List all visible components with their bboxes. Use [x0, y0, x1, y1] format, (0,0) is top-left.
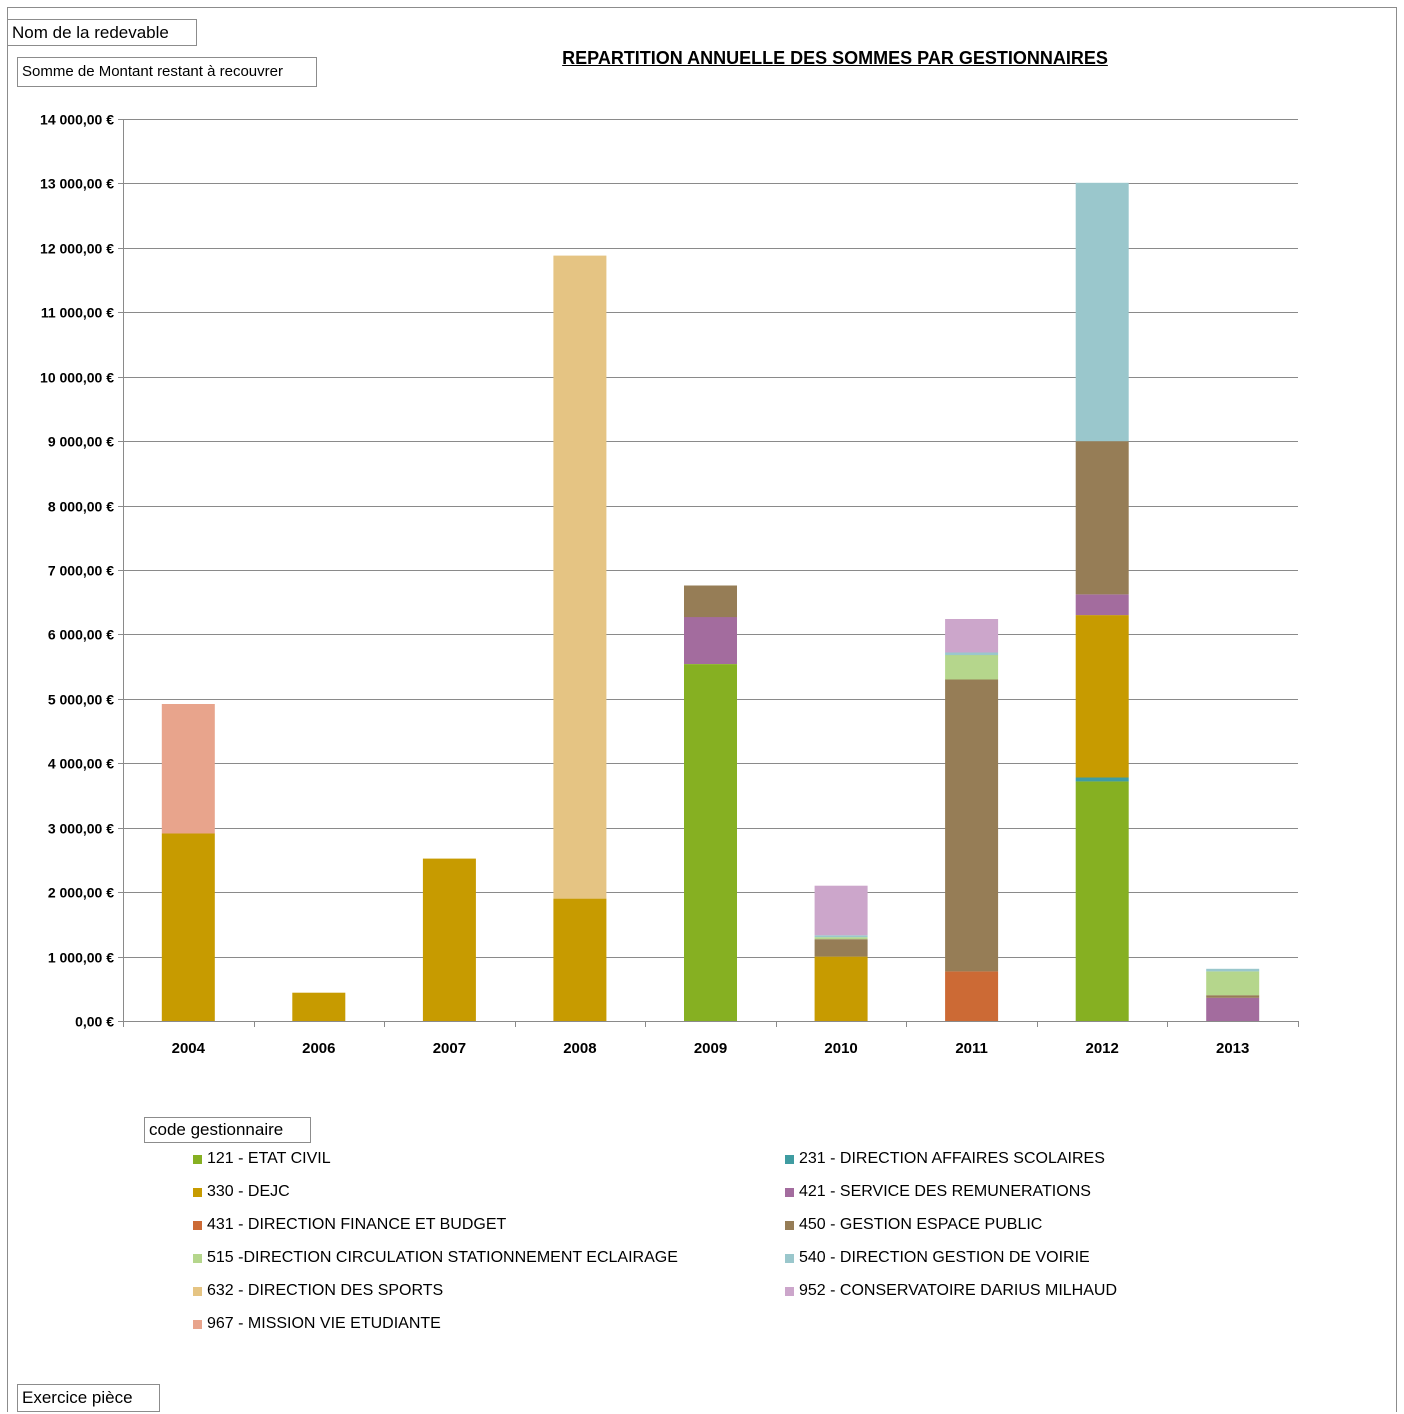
- x-tick-label: 2006: [302, 1040, 335, 1057]
- y-tick-label: 1 000,00 €: [48, 950, 114, 966]
- legend-swatch: [785, 1220, 794, 1230]
- legend-label: 421 - SERVICE DES REMUNERATIONS: [799, 1183, 1091, 1200]
- legend-item: 421 - SERVICE DES REMUNERATIONS: [785, 1181, 1091, 1203]
- legend-swatch: [193, 1319, 202, 1329]
- y-tick-label: 5 000,00 €: [48, 692, 114, 708]
- bar-segment: [1075, 441, 1129, 595]
- legend-label: 540 - DIRECTION GESTION DE VOIRIE: [799, 1249, 1090, 1266]
- legend-label: 967 - MISSION VIE ETUDIANTE: [207, 1315, 441, 1332]
- y-tick-label: 13 000,00 €: [40, 176, 114, 192]
- y-tick-label: 14 000,00 €: [40, 112, 114, 128]
- legend-swatch: [785, 1154, 794, 1164]
- y-tick-label: 0,00 €: [75, 1014, 114, 1030]
- y-tick-label: 9 000,00 €: [48, 434, 114, 450]
- bar-segment: [1206, 968, 1260, 972]
- legend-item: 121 - ETAT CIVIL: [193, 1148, 331, 1170]
- axis-field-button[interactable]: Exercice pièce: [17, 1384, 160, 1412]
- y-tick-label: 2 000,00 €: [48, 885, 114, 901]
- legend-label: 231 - DIRECTION AFFAIRES SCOLAIRES: [799, 1150, 1105, 1167]
- legend-label: 515 -DIRECTION CIRCULATION STATIONNEMENT…: [207, 1249, 678, 1266]
- legend-item: 515 -DIRECTION CIRCULATION STATIONNEMENT…: [193, 1247, 678, 1269]
- x-tick-label: 2010: [824, 1040, 857, 1057]
- bar-segment: [1075, 182, 1129, 442]
- x-tick-label: 2011: [955, 1040, 988, 1057]
- bar-segment: [945, 679, 999, 972]
- bar-segment: [814, 956, 868, 1021]
- y-tick-label: 4 000,00 €: [48, 756, 114, 772]
- bar-segment: [161, 704, 215, 834]
- bar-segment: [814, 937, 868, 940]
- x-tick-label: 2008: [563, 1040, 596, 1057]
- bar-segment: [1075, 781, 1129, 1021]
- bars: [161, 182, 1260, 1021]
- bar-segment: [945, 619, 999, 653]
- legend-swatch: [193, 1253, 202, 1263]
- row-filter-field-button[interactable]: Nom de la redevable: [7, 19, 197, 46]
- x-tick-label: 2012: [1086, 1040, 1119, 1057]
- y-tick-label: 8 000,00 €: [48, 499, 114, 515]
- x-tick-label: 2009: [694, 1040, 727, 1057]
- bar-segment: [814, 885, 868, 936]
- axes: 0,00 € 1 000,00 € 2 000,00 € 3 000,00 € 4 00…: [40, 112, 1299, 1057]
- legend-swatch: [193, 1154, 202, 1164]
- bar-segment: [684, 664, 737, 1021]
- bar-segment: [1206, 997, 1260, 1021]
- bar-segment: [945, 655, 999, 680]
- legend-swatch: [193, 1220, 202, 1230]
- bar-segment: [1206, 995, 1260, 998]
- x-tick-label: 2013: [1216, 1040, 1249, 1057]
- legend-item: 330 - DEJC: [193, 1181, 290, 1203]
- bar-segment: [945, 652, 999, 656]
- legend-item: 231 - DIRECTION AFFAIRES SCOLAIRES: [785, 1148, 1105, 1170]
- bar-segment: [422, 858, 476, 1021]
- bar-segment: [1206, 971, 1260, 996]
- x-tick-label: 2007: [433, 1040, 466, 1057]
- legend-swatch: [785, 1187, 794, 1197]
- legend-swatch: [785, 1286, 794, 1296]
- y-tick-label: 3 000,00 €: [48, 821, 114, 837]
- legend-item: 967 - MISSION VIE ETUDIANTE: [193, 1313, 441, 1335]
- bar-segment: [553, 898, 607, 1021]
- bar-segment: [553, 255, 607, 899]
- legend-item: 952 - CONSERVATOIRE DARIUS MILHAUD: [785, 1280, 1117, 1302]
- bar-segment: [161, 833, 215, 1021]
- legend-label: 121 - ETAT CIVIL: [207, 1150, 331, 1167]
- legend-label: 330 - DEJC: [207, 1183, 290, 1200]
- legend-item: 450 - GESTION ESPACE PUBLIC: [785, 1214, 1042, 1236]
- bar-segment: [1075, 777, 1129, 782]
- legend-item: 632 - DIRECTION DES SPORTS: [193, 1280, 443, 1302]
- y-tick-label: 7 000,00 €: [48, 563, 114, 579]
- bar-segment: [814, 939, 868, 957]
- bar-segment: [1075, 615, 1129, 778]
- y-tick-label: 6 000,00 €: [48, 627, 114, 643]
- legend-label: 952 - CONSERVATOIRE DARIUS MILHAUD: [799, 1282, 1117, 1299]
- legend-field-button[interactable]: code gestionnaire: [144, 1117, 311, 1143]
- legend-item: 431 - DIRECTION FINANCE ET BUDGET: [193, 1214, 506, 1236]
- legend-swatch: [785, 1253, 794, 1263]
- bar-segment: [814, 935, 868, 938]
- bar-segment: [1075, 594, 1129, 616]
- y-tick-label: 11 000,00 €: [41, 305, 114, 321]
- y-tick-label: 10 000,00 €: [40, 370, 114, 386]
- bar-segment: [684, 617, 737, 664]
- bar-segment: [684, 585, 737, 618]
- y-tick-label: 12 000,00 €: [40, 241, 114, 257]
- chart-title: REPARTITION ANNUELLE DES SOMMES PAR GEST…: [562, 48, 1108, 68]
- bar-segment: [945, 971, 999, 1021]
- bar-segment: [292, 992, 346, 1021]
- legend-swatch: [193, 1286, 202, 1296]
- legend-label: 431 - DIRECTION FINANCE ET BUDGET: [207, 1216, 507, 1233]
- legend-item: 540 - DIRECTION GESTION DE VOIRIE: [785, 1247, 1090, 1269]
- data-field-button[interactable]: Somme de Montant restant à recouvrer: [17, 57, 317, 87]
- x-tick-label: 2004: [172, 1040, 206, 1057]
- legend-label: 632 - DIRECTION DES SPORTS: [207, 1282, 444, 1299]
- legend-label: 450 - GESTION ESPACE PUBLIC: [799, 1216, 1043, 1233]
- legend-swatch: [193, 1187, 202, 1197]
